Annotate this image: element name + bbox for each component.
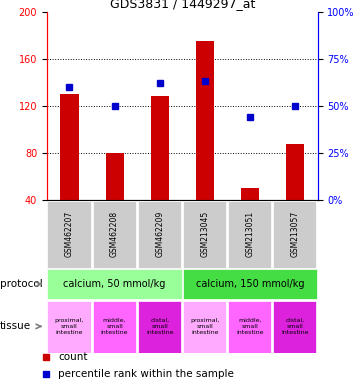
Bar <box>183 270 317 299</box>
Text: GSM462209: GSM462209 <box>155 211 164 257</box>
Bar <box>151 96 169 200</box>
Text: GSM213045: GSM213045 <box>200 211 209 257</box>
Bar <box>47 201 91 268</box>
Bar <box>47 301 91 353</box>
Title: GDS3831 / 1449297_at: GDS3831 / 1449297_at <box>110 0 255 10</box>
Bar <box>105 152 123 200</box>
Text: GSM213051: GSM213051 <box>245 211 255 257</box>
Bar <box>241 188 259 200</box>
Bar <box>47 270 182 299</box>
Text: proximal,
small
intestine: proximal, small intestine <box>190 318 219 335</box>
Bar <box>228 201 271 268</box>
Bar <box>273 301 316 353</box>
Text: proximal,
small
intestine: proximal, small intestine <box>55 318 84 335</box>
Bar <box>61 94 79 200</box>
Text: distal,
small
intestine: distal, small intestine <box>146 318 174 335</box>
Text: middle,
small
intestine: middle, small intestine <box>236 318 264 335</box>
Text: middle,
small
intestine: middle, small intestine <box>101 318 129 335</box>
Bar <box>92 301 136 353</box>
Bar <box>183 301 226 353</box>
Text: protocol: protocol <box>0 279 43 289</box>
Text: calcium, 150 mmol/kg: calcium, 150 mmol/kg <box>196 279 304 289</box>
Bar <box>92 201 136 268</box>
Text: calcium, 50 mmol/kg: calcium, 50 mmol/kg <box>64 279 166 289</box>
Text: GSM213057: GSM213057 <box>291 211 300 257</box>
Text: distal,
small
intestine: distal, small intestine <box>281 318 309 335</box>
Text: percentile rank within the sample: percentile rank within the sample <box>58 369 234 379</box>
Text: GSM462207: GSM462207 <box>65 211 74 257</box>
Bar <box>138 201 181 268</box>
Bar <box>228 301 271 353</box>
Bar <box>196 41 214 200</box>
Text: count: count <box>58 352 88 362</box>
Bar <box>273 201 316 268</box>
Text: GSM462208: GSM462208 <box>110 211 119 257</box>
Bar <box>183 201 226 268</box>
Text: tissue: tissue <box>0 321 31 331</box>
Bar <box>286 144 304 200</box>
Bar <box>138 301 181 353</box>
